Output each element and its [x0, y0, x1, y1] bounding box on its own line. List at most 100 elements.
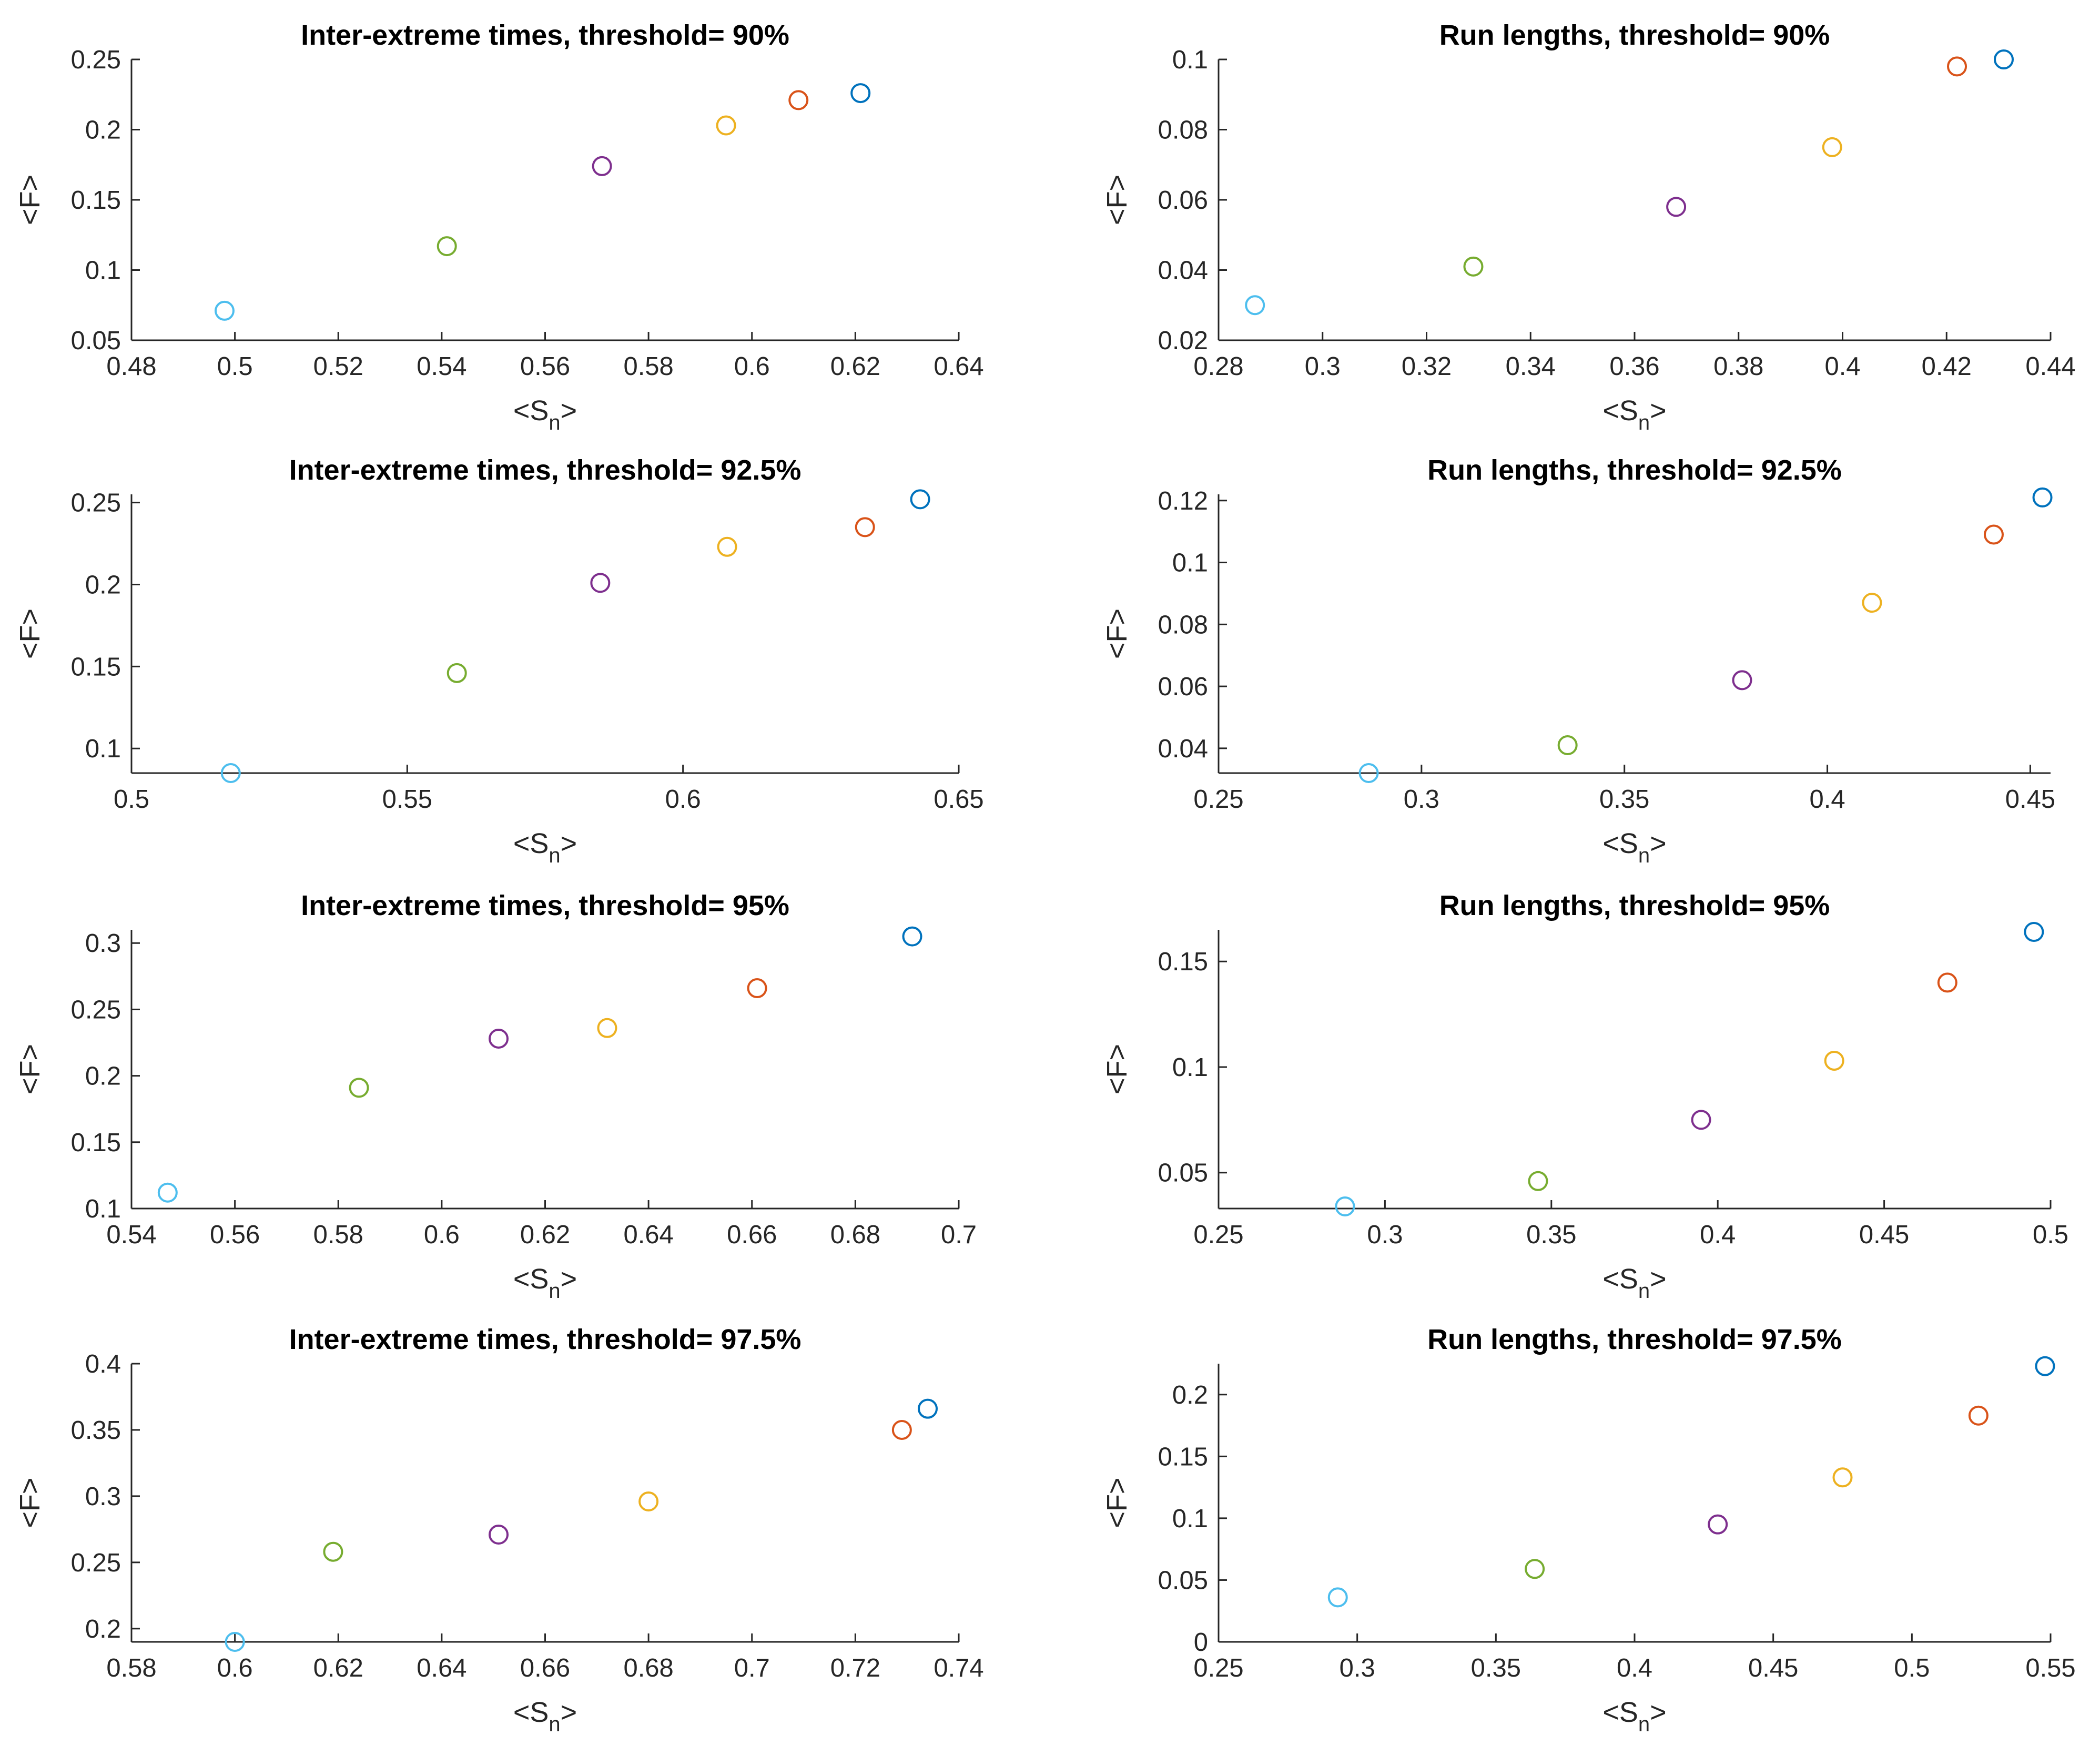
x-tick-label: 0.36 — [1609, 352, 1659, 381]
x-tick-label: 0.48 — [106, 352, 156, 381]
data-point — [1327, 1587, 1348, 1608]
data-point — [214, 300, 235, 321]
x-tick-label: 0.4 — [1700, 1221, 1736, 1249]
y-tick-label: 0.3 — [85, 929, 121, 958]
x-tick-label: 0.54 — [417, 352, 466, 381]
x-tick-label: 0.7 — [734, 1654, 770, 1682]
x-tick-label: 0.5 — [114, 785, 149, 814]
data-point — [437, 236, 457, 257]
data-point — [447, 663, 467, 683]
x-tick-label: 0.56 — [520, 352, 570, 381]
y-tick-label: 0.04 — [1158, 735, 1208, 763]
y-tick-label: 0.15 — [1158, 948, 1208, 976]
data-point — [2035, 1356, 2055, 1376]
x-tick-label: 0.6 — [217, 1654, 253, 1682]
chart-title: Run lengths, threshold= 92.5% — [1427, 454, 1842, 486]
y-tick-label: 0.25 — [71, 1549, 121, 1577]
x-tick-label: 0.55 — [382, 785, 432, 814]
data-point — [225, 1632, 245, 1652]
data-point — [590, 573, 611, 593]
subplot-5: 0.54 0.56 0.58 0.6 0.62 0.64 0.66 0.68 0.7 0.1 0.1… — [14, 890, 977, 1303]
y-tick-label: 0.1 — [1172, 1505, 1208, 1533]
subplot-2: 0.28 0.3 0.32 0.34 0.36 0.38 0.4 0.42 0.44 0.02 0.… — [1101, 19, 2076, 434]
y-tick-label: 0.05 — [71, 327, 121, 355]
y-tick-label: 0 — [1194, 1628, 1208, 1657]
x-tick-label: 0.4 — [1617, 1654, 1652, 1682]
data-point — [597, 1018, 617, 1038]
y-tick-label: 0.15 — [71, 653, 121, 681]
data-point — [1708, 1514, 1728, 1535]
data-point — [1732, 670, 1752, 691]
x-tick-label: 0.6 — [665, 785, 701, 814]
data-point — [891, 1419, 912, 1440]
y-axis-label: <F> — [1101, 1044, 1133, 1094]
x-axis-label: <Sn> — [1602, 1263, 1666, 1303]
data-point — [1983, 524, 2004, 545]
x-tick-label: 0.3 — [1305, 352, 1341, 381]
data-point — [850, 83, 871, 104]
data-point — [717, 536, 737, 557]
x-tick-label: 0.6 — [424, 1221, 460, 1249]
x-tick-label: 0.3 — [1404, 785, 1439, 814]
x-tick-label: 0.42 — [1922, 352, 1972, 381]
x-tick-label: 0.5 — [2033, 1221, 2068, 1249]
y-tick-label: 0.35 — [71, 1416, 121, 1445]
chart-title: Run lengths, threshold= 95% — [1439, 890, 1830, 921]
data-point — [1528, 1171, 1548, 1191]
y-tick-label: 0.1 — [1172, 46, 1208, 74]
y-tick-label: 0.1 — [85, 1195, 121, 1223]
data-point — [747, 978, 767, 999]
data-point — [1463, 256, 1484, 277]
x-tick-label: 0.68 — [623, 1654, 673, 1682]
data-point — [2032, 487, 2053, 507]
data-point — [1968, 1405, 1989, 1426]
x-tick-label: 0.32 — [1402, 352, 1452, 381]
y-tick-label: 0.2 — [1172, 1381, 1208, 1409]
data-point — [855, 517, 875, 537]
x-tick-label: 0.54 — [106, 1221, 156, 1249]
data-point — [2024, 922, 2044, 942]
data-point — [1994, 49, 2014, 69]
data-point — [220, 763, 241, 783]
data-point — [1358, 763, 1379, 783]
x-tick-label: 0.72 — [830, 1654, 880, 1682]
x-tick-label: 0.4 — [1824, 352, 1860, 381]
y-tick-label: 0.2 — [85, 1615, 121, 1643]
x-tick-label: 0.38 — [1713, 352, 1763, 381]
y-tick-label: 0.2 — [85, 571, 121, 599]
y-axis-label: <F> — [14, 608, 46, 659]
x-tick-label: 0.35 — [1599, 785, 1649, 814]
x-tick-label: 0.52 — [313, 352, 363, 381]
x-tick-label: 0.45 — [1748, 1654, 1798, 1682]
subplot-7: 0.58 0.6 0.62 0.64 0.66 0.68 0.7 0.72 0.74 0.2 0.2… — [14, 1324, 984, 1736]
chart-title: Inter-extreme times, threshold= 90% — [301, 19, 789, 51]
y-tick-label: 0.25 — [71, 996, 121, 1024]
x-tick-label: 0.6 — [734, 352, 770, 381]
chart-title: Run lengths, threshold= 90% — [1439, 19, 1830, 51]
subplot-4: 0.25 0.3 0.35 0.4 0.45 0.04 0.06 0.08 0.1 0.12 Run… — [1101, 454, 2055, 867]
x-tick-label: 0.7 — [941, 1221, 977, 1249]
x-tick-label: 0.62 — [520, 1221, 570, 1249]
data-point — [1245, 295, 1265, 316]
x-tick-label: 0.35 — [1526, 1221, 1576, 1249]
y-tick-label: 0.15 — [71, 186, 121, 215]
data-point — [1525, 1559, 1545, 1579]
data-point — [349, 1078, 369, 1098]
data-point — [1691, 1110, 1711, 1130]
x-tick-label: 0.35 — [1471, 1654, 1521, 1682]
x-tick-label: 0.74 — [934, 1654, 983, 1682]
x-axis-label: <Sn> — [513, 1263, 577, 1303]
x-axis-label: <Sn> — [513, 395, 577, 434]
x-tick-label: 0.66 — [520, 1654, 570, 1682]
data-point — [1822, 137, 1842, 157]
y-tick-label: 0.15 — [1158, 1443, 1208, 1471]
x-axis-label: <Sn> — [513, 828, 577, 867]
x-tick-label: 0.45 — [2005, 785, 2055, 814]
x-tick-label: 0.56 — [210, 1221, 260, 1249]
y-tick-label: 0.3 — [85, 1483, 121, 1511]
y-tick-label: 0.12 — [1158, 487, 1208, 515]
y-tick-label: 0.2 — [85, 116, 121, 145]
x-tick-label: 0.64 — [417, 1654, 466, 1682]
x-tick-label: 0.25 — [1193, 1654, 1243, 1682]
